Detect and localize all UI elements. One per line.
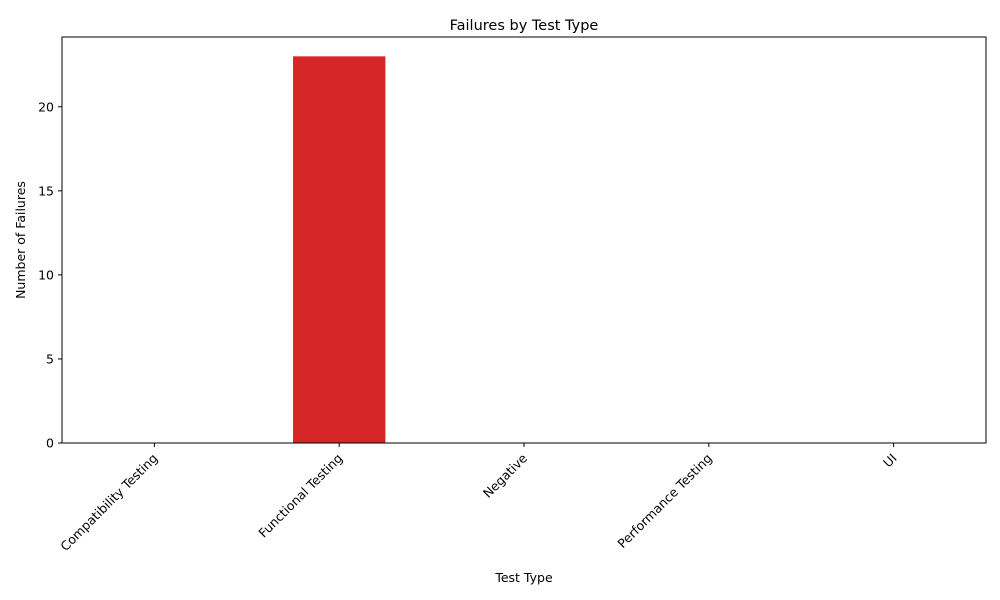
y-tick-label-1: 5: [46, 351, 54, 366]
bars-group: [293, 56, 386, 443]
y-tick-label-2: 10: [38, 267, 54, 282]
y-axis: 0 5 10 15 20: [38, 99, 62, 451]
y-tick-label-0: 0: [46, 436, 54, 451]
bar-1: [293, 56, 386, 443]
y-tick-label-4: 20: [38, 99, 54, 114]
x-axis-label: Test Type: [494, 570, 553, 585]
y-axis-label: Number of Failures: [13, 181, 28, 299]
chart-title: Failures by Test Type: [450, 18, 599, 34]
y-tick-label-3: 15: [38, 183, 54, 198]
